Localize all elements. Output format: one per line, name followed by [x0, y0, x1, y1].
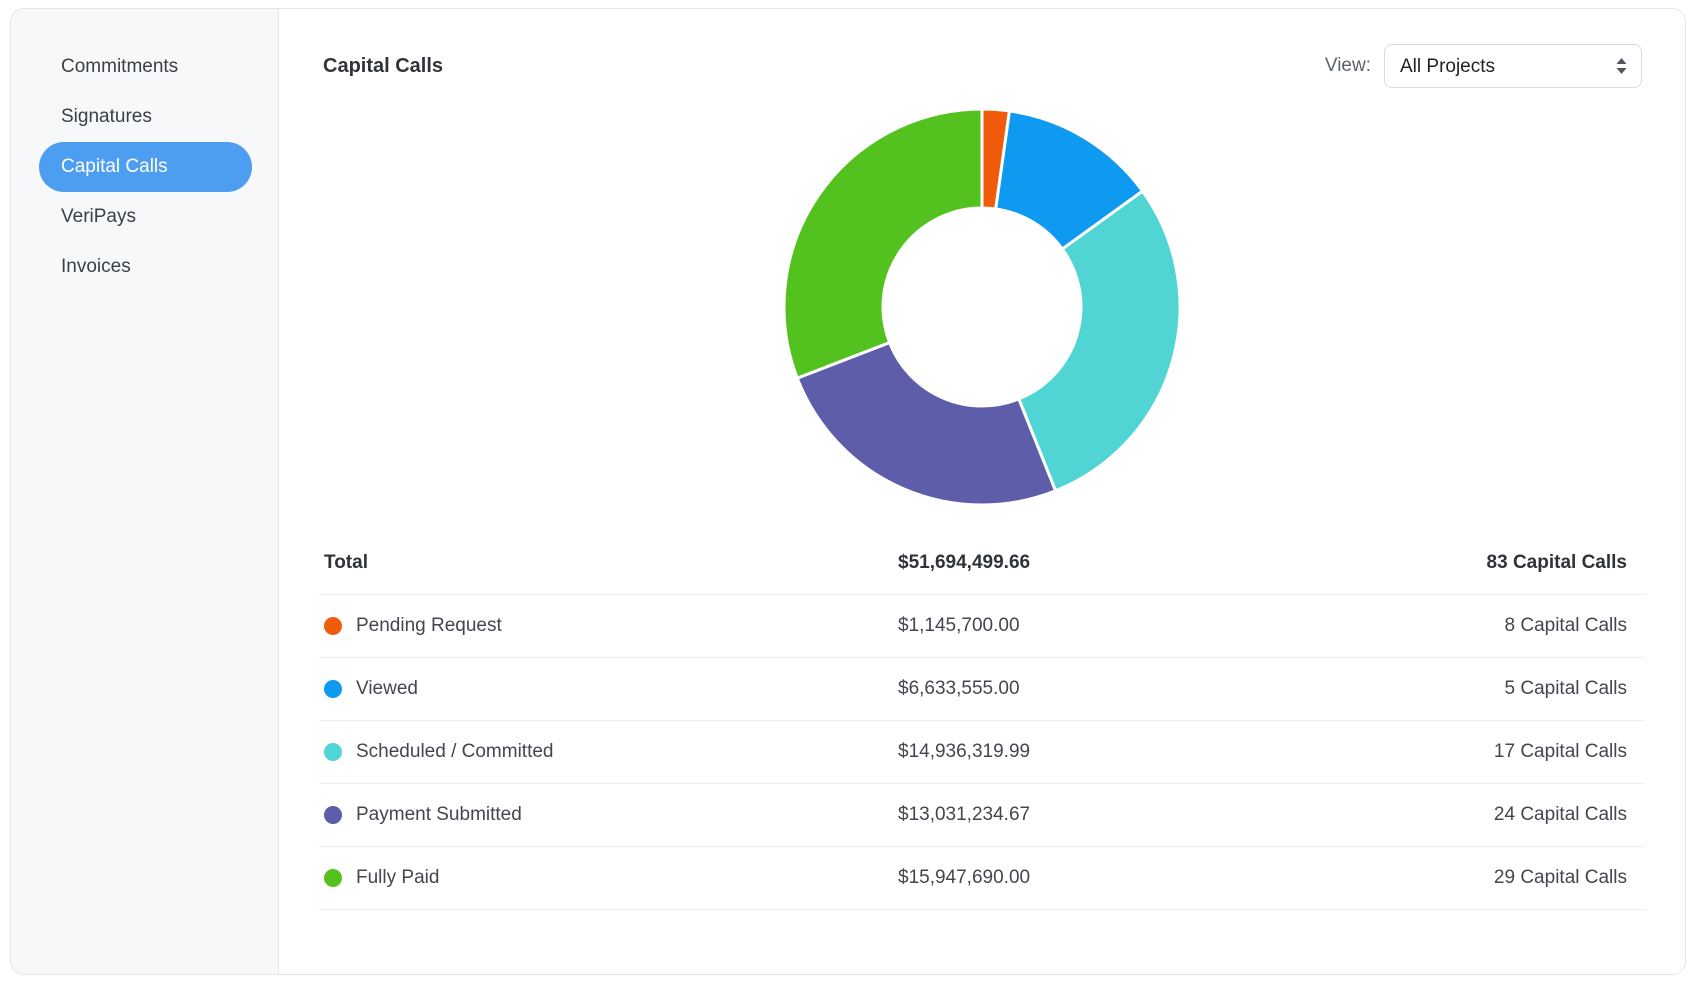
table-row-fully-paid: Fully Paid $15,947,690.00 29 Capital Calls — [319, 847, 1645, 910]
status-label: Viewed — [356, 678, 418, 699]
view-select-wrap: All Projects — [1384, 44, 1642, 88]
dashboard-card: Commitments Signatures Capital Calls VeriPa… — [10, 8, 1686, 975]
capital-calls-count: 5 Capital Calls — [1504, 678, 1628, 699]
legend-dot-viewed — [324, 680, 342, 698]
legend-dot-scheduled-committed — [324, 743, 342, 761]
amount-value: $1,145,700.00 — [898, 615, 1020, 636]
amount-value: $6,633,555.00 — [898, 678, 1020, 699]
donut-segment-scheduled-committed[interactable] — [1016, 189, 1182, 493]
row-label-cell: Scheduled / Committed — [319, 741, 898, 763]
table-row-scheduled-committed: Scheduled / Committed $14,936,319.99 17 Ca… — [319, 721, 1645, 784]
status-label: Payment Submitted — [356, 804, 522, 825]
row-label-cell: Payment Submitted — [319, 804, 898, 826]
page-title: Capital Calls — [323, 54, 444, 77]
capital-calls-table: Total $51,694,499.66 83 Capital Calls Pe… — [319, 532, 1645, 910]
total-count: 83 Capital Calls — [1486, 552, 1627, 573]
total-amount: $51,694,499.66 — [898, 552, 1031, 573]
capital-calls-count: 8 Capital Calls — [1504, 615, 1628, 636]
capital-calls-count: 24 Capital Calls — [1493, 804, 1627, 825]
amount-value: $15,947,690.00 — [898, 867, 1031, 888]
legend-dot-payment-submitted — [324, 806, 342, 824]
capital-calls-count: 29 Capital Calls — [1493, 867, 1627, 888]
status-label: Fully Paid — [356, 867, 440, 888]
capital-calls-donut-chart — [782, 107, 1182, 507]
table-total-row: Total $51,694,499.66 83 Capital Calls — [319, 532, 1645, 595]
sidebar-item-invoices[interactable]: Invoices — [61, 256, 131, 277]
legend-dot-fully-paid — [324, 869, 342, 887]
donut-segment-fully-paid[interactable] — [782, 107, 984, 381]
sidebar-item-capital-calls[interactable]: Capital Calls — [39, 142, 252, 192]
legend-dot-pending-request — [324, 617, 342, 635]
donut-segment-payment-submitted[interactable] — [795, 340, 1058, 507]
capital-calls-count: 17 Capital Calls — [1493, 741, 1627, 762]
sidebar-item-signatures[interactable]: Signatures — [61, 106, 152, 127]
row-label-cell: Viewed — [319, 678, 898, 700]
panel-header: Capital Calls View: All Projects — [279, 9, 1685, 89]
row-label-cell: Pending Request — [319, 615, 898, 637]
sidebar-item-veripays[interactable]: VeriPays — [61, 206, 136, 227]
view-filter-group: View: All Projects — [1325, 44, 1642, 88]
amount-value: $14,936,319.99 — [898, 741, 1031, 762]
status-label: Pending Request — [356, 615, 502, 636]
total-label: Total — [324, 552, 368, 573]
view-label: View: — [1324, 55, 1371, 76]
table-row-viewed: Viewed $6,633,555.00 5 Capital Calls — [319, 658, 1645, 721]
amount-value: $13,031,234.67 — [898, 804, 1031, 825]
table-row-payment-submitted: Payment Submitted $13,031,234.67 24 Capita… — [319, 784, 1645, 847]
status-label: Scheduled / Committed — [356, 741, 554, 762]
sidebar-nav: Commitments Signatures Capital Calls VeriPa… — [11, 9, 279, 974]
table-row-pending-request: Pending Request $1,145,700.00 8 Capital Ca… — [319, 595, 1645, 658]
chart-area — [279, 107, 1685, 507]
main-panel: Capital Calls View: All Projects T — [279, 9, 1685, 974]
sidebar-item-commitments[interactable]: Commitments — [61, 56, 179, 77]
row-label-cell: Fully Paid — [319, 867, 898, 889]
view-select[interactable]: All Projects — [1384, 44, 1642, 88]
